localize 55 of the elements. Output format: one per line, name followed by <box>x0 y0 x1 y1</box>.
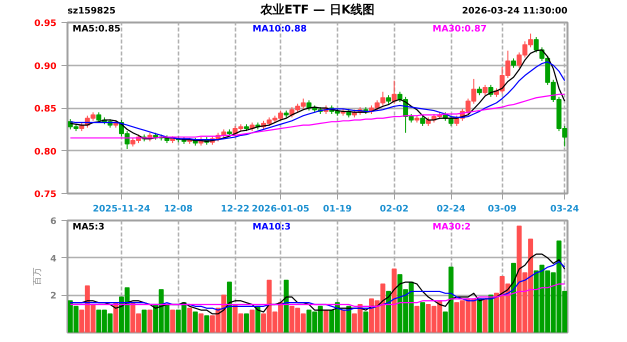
bar <box>244 313 249 332</box>
candlestick <box>511 58 516 68</box>
bar <box>340 310 346 332</box>
bar <box>255 306 260 332</box>
x-tick-label: 02-02 <box>380 204 409 214</box>
bar <box>363 311 368 332</box>
text: MA10:3 <box>252 222 291 232</box>
x-tick-label: 2026-01-05 <box>252 204 310 214</box>
bar <box>420 302 426 332</box>
text: MA10:0.88 <box>252 24 307 34</box>
y-tick-label: 2 <box>50 292 57 302</box>
x-tick-label: 01-19 <box>322 204 352 214</box>
bar <box>324 310 329 332</box>
x-tick-label: 02-24 <box>436 204 466 214</box>
y-tick-label: 6 <box>50 217 57 227</box>
y-tick-label: 0.90 <box>34 62 57 72</box>
candlestick <box>420 115 426 126</box>
candlestick <box>482 84 488 96</box>
bar <box>142 310 147 332</box>
bar <box>198 313 204 332</box>
text: sz159825 <box>68 6 116 17</box>
text: MA5:3 <box>72 222 105 232</box>
bar <box>187 308 192 332</box>
x-tick-label: 03-24 <box>550 204 580 214</box>
y-tick-label: 0.85 <box>34 104 57 114</box>
bar <box>414 306 420 332</box>
y-tick-label: 0.80 <box>34 147 57 158</box>
bar <box>226 282 232 332</box>
bar <box>476 298 482 332</box>
x-tick-label: 2025-11-24 <box>92 204 150 214</box>
line-series <box>70 283 566 307</box>
bar <box>204 315 210 332</box>
bar <box>147 310 152 332</box>
x-tick-label: 03-09 <box>488 204 517 214</box>
bar <box>511 262 516 332</box>
text: MA5:0.85 <box>72 24 120 34</box>
chart-title: 农业ETF — 日K线图 <box>259 2 375 17</box>
bar <box>250 310 255 332</box>
y-axis-title: 百万 <box>32 268 42 286</box>
bar <box>170 310 176 332</box>
text: 2026-03-24 11:30:00 <box>462 6 568 17</box>
bar <box>488 294 494 332</box>
bar <box>482 298 488 332</box>
y-tick-label: 0.95 <box>34 19 57 29</box>
x-tick-label: 12-22 <box>220 204 250 214</box>
text: MA30:0.87 <box>432 24 487 34</box>
bar <box>113 302 118 332</box>
line-series <box>70 260 566 311</box>
bar <box>392 268 397 332</box>
y-tick-label: 4 <box>50 254 57 264</box>
candlestick <box>534 36 539 53</box>
bar <box>192 311 198 332</box>
y-tick-label: 0.75 <box>34 190 57 200</box>
text: MA30:2 <box>432 222 471 232</box>
x-tick-label: 12-08 <box>164 204 193 214</box>
